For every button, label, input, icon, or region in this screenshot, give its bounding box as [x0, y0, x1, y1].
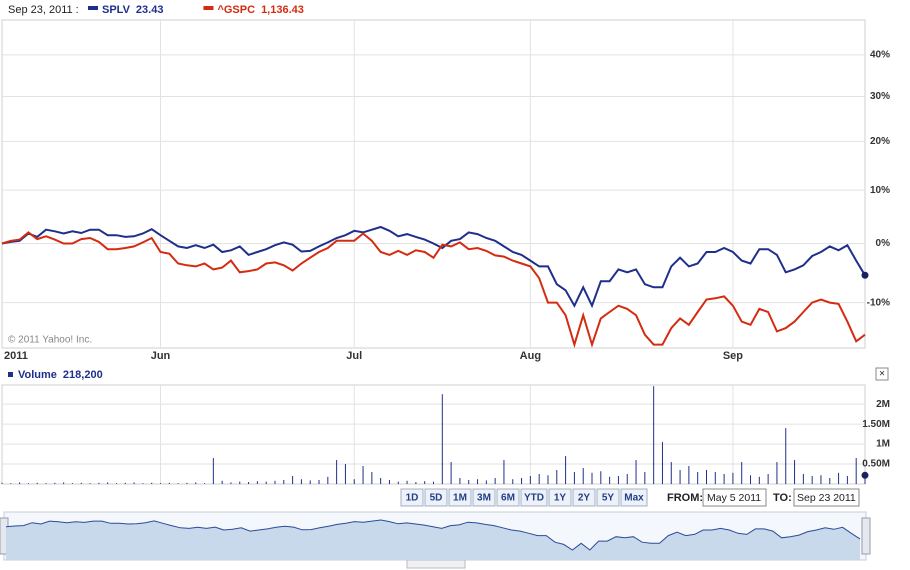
range-button-bg [572, 488, 596, 507]
series-line [1, 225, 866, 309]
legend-swatch [8, 372, 13, 377]
y-tick-label: 1M [876, 439, 890, 450]
range-button-bg [520, 488, 548, 507]
y-tick-label: 2M [876, 399, 890, 410]
legend-swatch [88, 6, 98, 10]
range-button-bg [472, 488, 496, 507]
credit: © 2011 Yahoo! Inc. [8, 335, 92, 346]
range-button-bg [400, 488, 424, 507]
legend-value: 23.43 [136, 4, 164, 16]
x-tick-label: Aug [520, 350, 541, 362]
range-button[interactable]: 1D [400, 488, 424, 507]
range-button-bg [448, 488, 472, 507]
legend-name: SPLV [102, 4, 131, 16]
legend-value: 1,136.43 [261, 4, 304, 16]
y-tick-label: 0.50M [862, 459, 890, 470]
legend-name: Volume [18, 369, 57, 381]
range-button-bg [424, 488, 448, 507]
legend-name: ^GSPC [217, 4, 255, 16]
range-button[interactable]: 1Y [548, 488, 572, 507]
range-button[interactable]: 3M [472, 488, 496, 507]
x-tick-label: Jul [346, 350, 362, 362]
y-tick-label: 0% [876, 238, 891, 249]
range-button-label: YTD [524, 493, 544, 504]
range-button[interactable]: 5D [424, 488, 448, 507]
range-button-label: 1Y [554, 493, 567, 504]
nav-tab[interactable] [406, 559, 466, 569]
y-tick-label: 30% [870, 91, 890, 102]
range-button-label: 2Y [578, 493, 591, 504]
range-button-bg [496, 488, 520, 507]
range-button[interactable]: 2Y [572, 488, 596, 507]
y-tick-label: 20% [870, 136, 890, 147]
y-tick-label: -10% [867, 297, 890, 308]
navigator-area [6, 520, 860, 560]
to-input[interactable] [793, 488, 860, 507]
to-label: TO: [773, 492, 792, 504]
range-button-bg [596, 488, 620, 507]
volume-frame [1, 384, 866, 485]
series-line [1, 231, 866, 349]
from-label: FROM: [667, 492, 703, 504]
header-date: Sep 23, 2011 : [8, 4, 79, 16]
range-button-label: 3M [477, 493, 491, 504]
main-frame [1, 19, 866, 349]
range-button[interactable]: Max [620, 488, 648, 507]
to-value: Sep 23 2011 [797, 492, 856, 504]
range-button[interactable]: 1M [448, 488, 472, 507]
x-tick-label: Sep [723, 350, 743, 362]
end-dot [861, 471, 869, 479]
legend-swatch [203, 6, 214, 10]
end-dot [861, 271, 869, 279]
range-button-bg [548, 488, 572, 507]
range-button-label: 5Y [602, 493, 615, 504]
range-button-label: Max [624, 493, 644, 504]
nav-handle-right[interactable] [861, 517, 871, 555]
navigator-line [5, 519, 861, 551]
close-icon: × [879, 369, 885, 380]
x-tick-label: Jun [151, 350, 171, 362]
legend-value: 218,200 [63, 369, 103, 381]
range-button-bg [620, 488, 648, 507]
range-button[interactable]: 6M [496, 488, 520, 507]
range-button-label: 1D [406, 493, 419, 504]
range-button[interactable]: 5Y [596, 488, 620, 507]
close-button[interactable] [875, 367, 889, 381]
y-tick-label: 10% [870, 185, 890, 196]
range-button-label: 1M [453, 493, 467, 504]
range-button-label: 6M [501, 493, 515, 504]
from-input[interactable] [702, 488, 767, 507]
x-tick-label: 2011 [4, 350, 28, 362]
range-button-label: 5D [430, 493, 443, 504]
from-value: May 5 2011 [707, 492, 761, 504]
range-button[interactable]: YTD [520, 488, 548, 507]
y-tick-label: 1.50M [862, 419, 890, 430]
y-tick-label: 40% [870, 50, 890, 61]
